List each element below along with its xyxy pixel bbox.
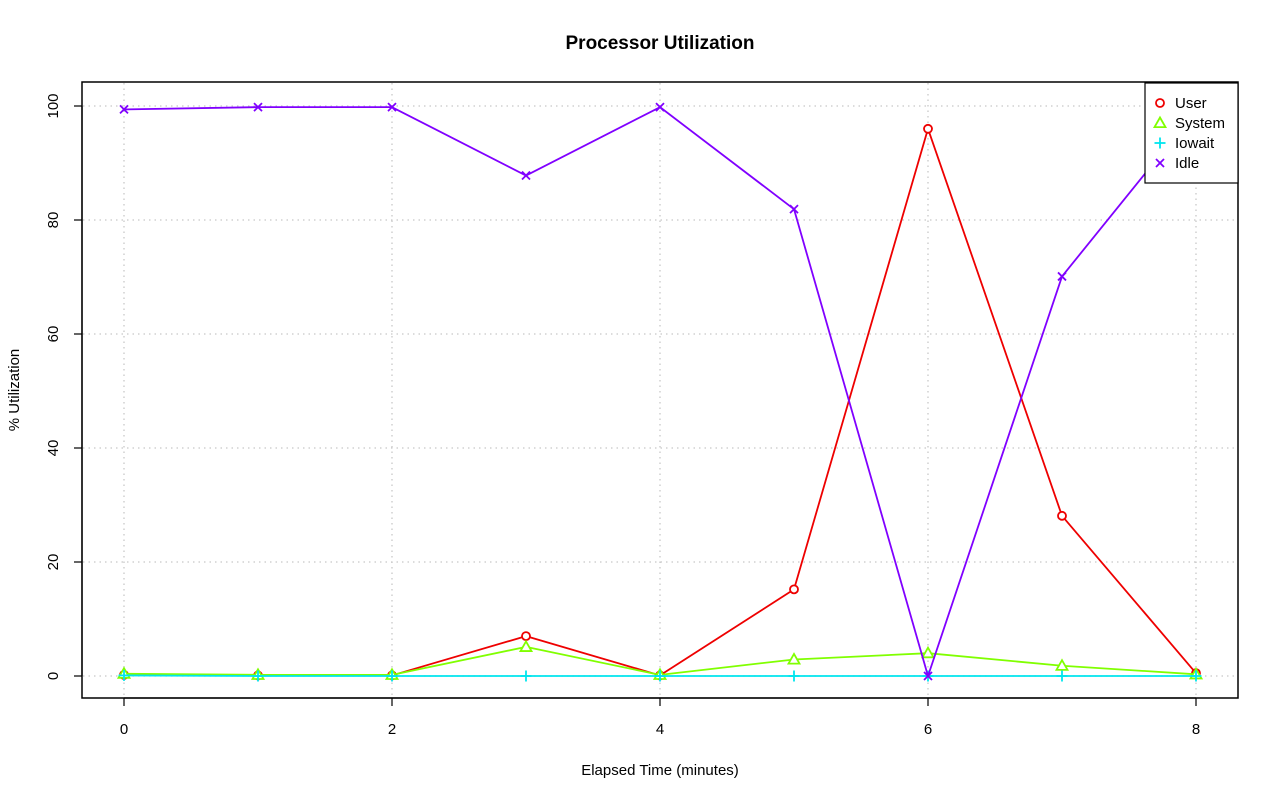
x-tick-label: 4 [656,721,664,738]
x-tick-label: 2 [388,721,396,738]
legend-marker-iowait [1154,137,1166,149]
chart-title: Processor Utilization [566,33,755,54]
x-tick-label: 8 [1192,721,1200,738]
data-point-system [518,639,534,652]
y-tick-label: 0 [45,672,62,680]
data-point-iowait [654,670,666,682]
data-point-idle [387,102,397,112]
legend-label-iowait: Iowait [1175,135,1215,152]
series-iowait [118,669,1202,682]
data-point-iowait [1190,670,1202,682]
legend-label-idle: Idle [1175,155,1199,172]
data-point-user [521,631,531,641]
data-point-iowait [520,670,532,682]
data-point-iowait [252,670,264,682]
data-point-iowait [386,670,398,682]
legend-label-user: User [1175,95,1207,112]
data-point-idle [253,102,263,112]
data-point-idle [655,102,665,112]
legend-item-iowait: Iowait [1154,135,1215,152]
legend-item-user: User [1155,95,1207,112]
y-axis-label: % Utilization [6,349,23,432]
data-point-idle [923,671,933,681]
y-axis: 0 20 40 60 80 100 [45,93,83,680]
data-point-iowait [788,670,800,682]
legend-marker-idle [1155,158,1165,168]
x-tick-label: 0 [120,721,128,738]
y-tick-label: 100 [45,93,62,118]
data-point-user [789,584,799,595]
legend-item-system: System [1152,115,1225,132]
data-point-idle [789,204,799,214]
data-point-user [1057,510,1067,521]
legend-marker-user [1155,98,1165,108]
data-point-idle [119,104,129,115]
series-layer [116,102,1204,682]
legend-label-system: System [1175,115,1225,132]
x-axis-label: Elapsed Time (minutes) [581,762,739,779]
legend-item-idle: Idle [1155,155,1199,172]
data-point-idle [521,170,531,181]
x-axis: 0 2 4 6 8 [120,697,1200,738]
y-tick-label: 60 [45,326,62,343]
x-tick-label: 6 [924,721,932,738]
data-point-idle [1057,271,1067,282]
legend: User System Iowait Idle [1144,82,1239,184]
y-tick-label: 40 [45,440,62,457]
data-point-iowait [118,669,130,681]
y-tick-label: 80 [45,212,62,229]
data-point-system [786,652,802,665]
series-idle [119,102,1201,681]
grid [83,83,1237,697]
data-point-system [1054,658,1070,671]
data-point-system [920,645,936,659]
data-point-user [923,123,933,134]
data-point-iowait [1056,670,1068,682]
legend-marker-system [1152,115,1168,129]
y-tick-label: 20 [45,554,62,571]
